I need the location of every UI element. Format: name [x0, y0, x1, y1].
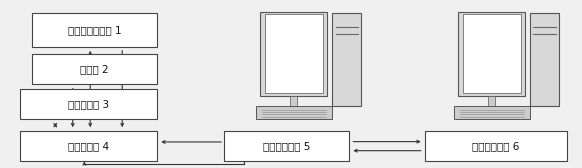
FancyBboxPatch shape	[463, 14, 520, 93]
Text: 锂电池 2: 锂电池 2	[80, 64, 109, 74]
Text: 就地监控平台 5: 就地监控平台 5	[263, 141, 310, 151]
FancyBboxPatch shape	[425, 131, 567, 161]
FancyBboxPatch shape	[459, 12, 525, 96]
FancyBboxPatch shape	[290, 96, 297, 106]
Text: 直流电供电单元 1: 直流电供电单元 1	[68, 25, 122, 35]
FancyBboxPatch shape	[32, 54, 157, 84]
FancyBboxPatch shape	[256, 106, 332, 119]
FancyBboxPatch shape	[488, 96, 495, 106]
FancyBboxPatch shape	[260, 12, 327, 96]
FancyBboxPatch shape	[20, 131, 157, 161]
FancyBboxPatch shape	[530, 13, 559, 106]
Text: 可调节负载 3: 可调节负载 3	[68, 99, 109, 109]
FancyBboxPatch shape	[32, 13, 157, 47]
Text: 功率控制器 4: 功率控制器 4	[68, 141, 109, 151]
FancyBboxPatch shape	[20, 89, 157, 119]
FancyBboxPatch shape	[265, 14, 322, 93]
FancyBboxPatch shape	[454, 106, 530, 119]
Text: 远程监控平台 6: 远程监控平台 6	[473, 141, 520, 151]
FancyBboxPatch shape	[224, 131, 349, 161]
FancyBboxPatch shape	[332, 13, 361, 106]
